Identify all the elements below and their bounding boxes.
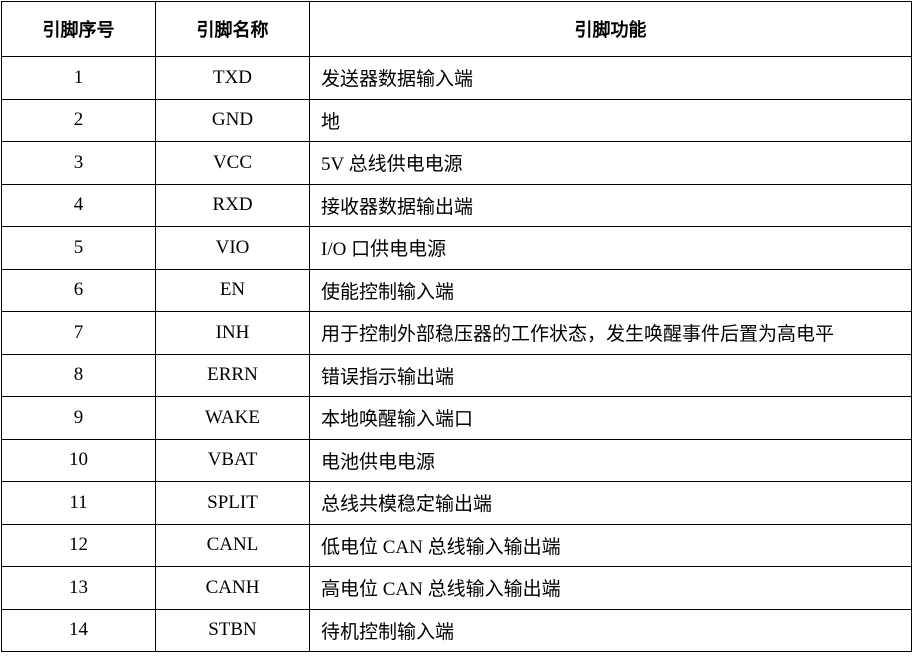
- pin-number-cell: 7: [1, 311, 156, 355]
- pin-number-cell: 12: [1, 523, 156, 567]
- pin-function-cell: 错误指示输出端: [309, 353, 912, 397]
- table-row: 3 VCC 5V 总线供电电源: [1, 141, 912, 185]
- pin-function-cell: I/O 口供电电源: [309, 226, 912, 270]
- table-row: 12 CANL 低电位 CAN 总线输入输出端: [1, 523, 912, 567]
- pin-name-cell: EN: [155, 268, 310, 312]
- pin-function-cell: 接收器数据输出端: [309, 183, 912, 227]
- table-row: 11 SPLIT 总线共模稳定输出端: [1, 481, 912, 525]
- pin-function-cell: 使能控制输入端: [309, 268, 912, 312]
- pin-number-cell: 13: [1, 566, 156, 610]
- pin-name-cell: VCC: [155, 141, 310, 185]
- pin-number-cell: 10: [1, 438, 156, 482]
- pin-number-cell: 1: [1, 56, 156, 100]
- pin-name-cell: ERRN: [155, 353, 310, 397]
- pin-name-cell: TXD: [155, 56, 310, 100]
- pin-name-cell: RXD: [155, 183, 310, 227]
- pin-name-cell: VIO: [155, 226, 310, 270]
- table-row: 8 ERRN 错误指示输出端: [1, 353, 912, 397]
- pin-name-cell: CANL: [155, 523, 310, 567]
- pin-number-cell: 14: [1, 608, 156, 652]
- table-row: 4 RXD 接收器数据输出端: [1, 183, 912, 227]
- pin-number-cell: 4: [1, 183, 156, 227]
- pin-function-cell: 5V 总线供电电源: [309, 141, 912, 185]
- pin-function-cell: 高电位 CAN 总线输入输出端: [309, 566, 912, 610]
- header-pin-number: 引脚序号: [1, 1, 156, 57]
- header-pin-function: 引脚功能: [309, 1, 912, 57]
- pin-number-cell: 5: [1, 226, 156, 270]
- pin-function-cell: 电池供电电源: [309, 438, 912, 482]
- pin-number-cell: 3: [1, 141, 156, 185]
- table-row: 2 GND 地: [1, 98, 912, 142]
- pin-name-cell: WAKE: [155, 396, 310, 440]
- pin-function-cell: 用于控制外部稳压器的工作状态，发生唤醒事件后置为高电平: [309, 311, 912, 355]
- pin-number-cell: 9: [1, 396, 156, 440]
- pin-function-cell: 本地唤醒输入端口: [309, 396, 912, 440]
- pin-function-cell: 低电位 CAN 总线输入输出端: [309, 523, 912, 567]
- table-row: 13 CANH 高电位 CAN 总线输入输出端: [1, 566, 912, 610]
- pin-name-cell: VBAT: [155, 438, 310, 482]
- header-row: 引脚序号 引脚名称 引脚功能: [1, 1, 912, 57]
- table-row: 7 INH 用于控制外部稳压器的工作状态，发生唤醒事件后置为高电平: [1, 311, 912, 355]
- pin-name-cell: CANH: [155, 566, 310, 610]
- table-row: 10 VBAT 电池供电电源: [1, 438, 912, 482]
- table-row: 6 EN 使能控制输入端: [1, 268, 912, 312]
- pin-function-cell: 总线共模稳定输出端: [309, 481, 912, 525]
- pin-function-cell: 地: [309, 98, 912, 142]
- table-row: 9 WAKE 本地唤醒输入端口: [1, 396, 912, 440]
- table-row: 1 TXD 发送器数据输入端: [1, 56, 912, 100]
- header-pin-name: 引脚名称: [155, 1, 310, 57]
- pin-number-cell: 8: [1, 353, 156, 397]
- pin-number-cell: 2: [1, 98, 156, 142]
- pin-number-cell: 11: [1, 481, 156, 525]
- table-row: 14 STBN 待机控制输入端: [1, 608, 912, 652]
- pin-function-cell: 待机控制输入端: [309, 608, 912, 652]
- pin-name-cell: GND: [155, 98, 310, 142]
- pin-function-cell: 发送器数据输入端: [309, 56, 912, 100]
- pin-number-cell: 6: [1, 268, 156, 312]
- table-row: 5 VIO I/O 口供电电源: [1, 226, 912, 270]
- pin-name-cell: SPLIT: [155, 481, 310, 525]
- pin-name-cell: STBN: [155, 608, 310, 652]
- pin-name-cell: INH: [155, 311, 310, 355]
